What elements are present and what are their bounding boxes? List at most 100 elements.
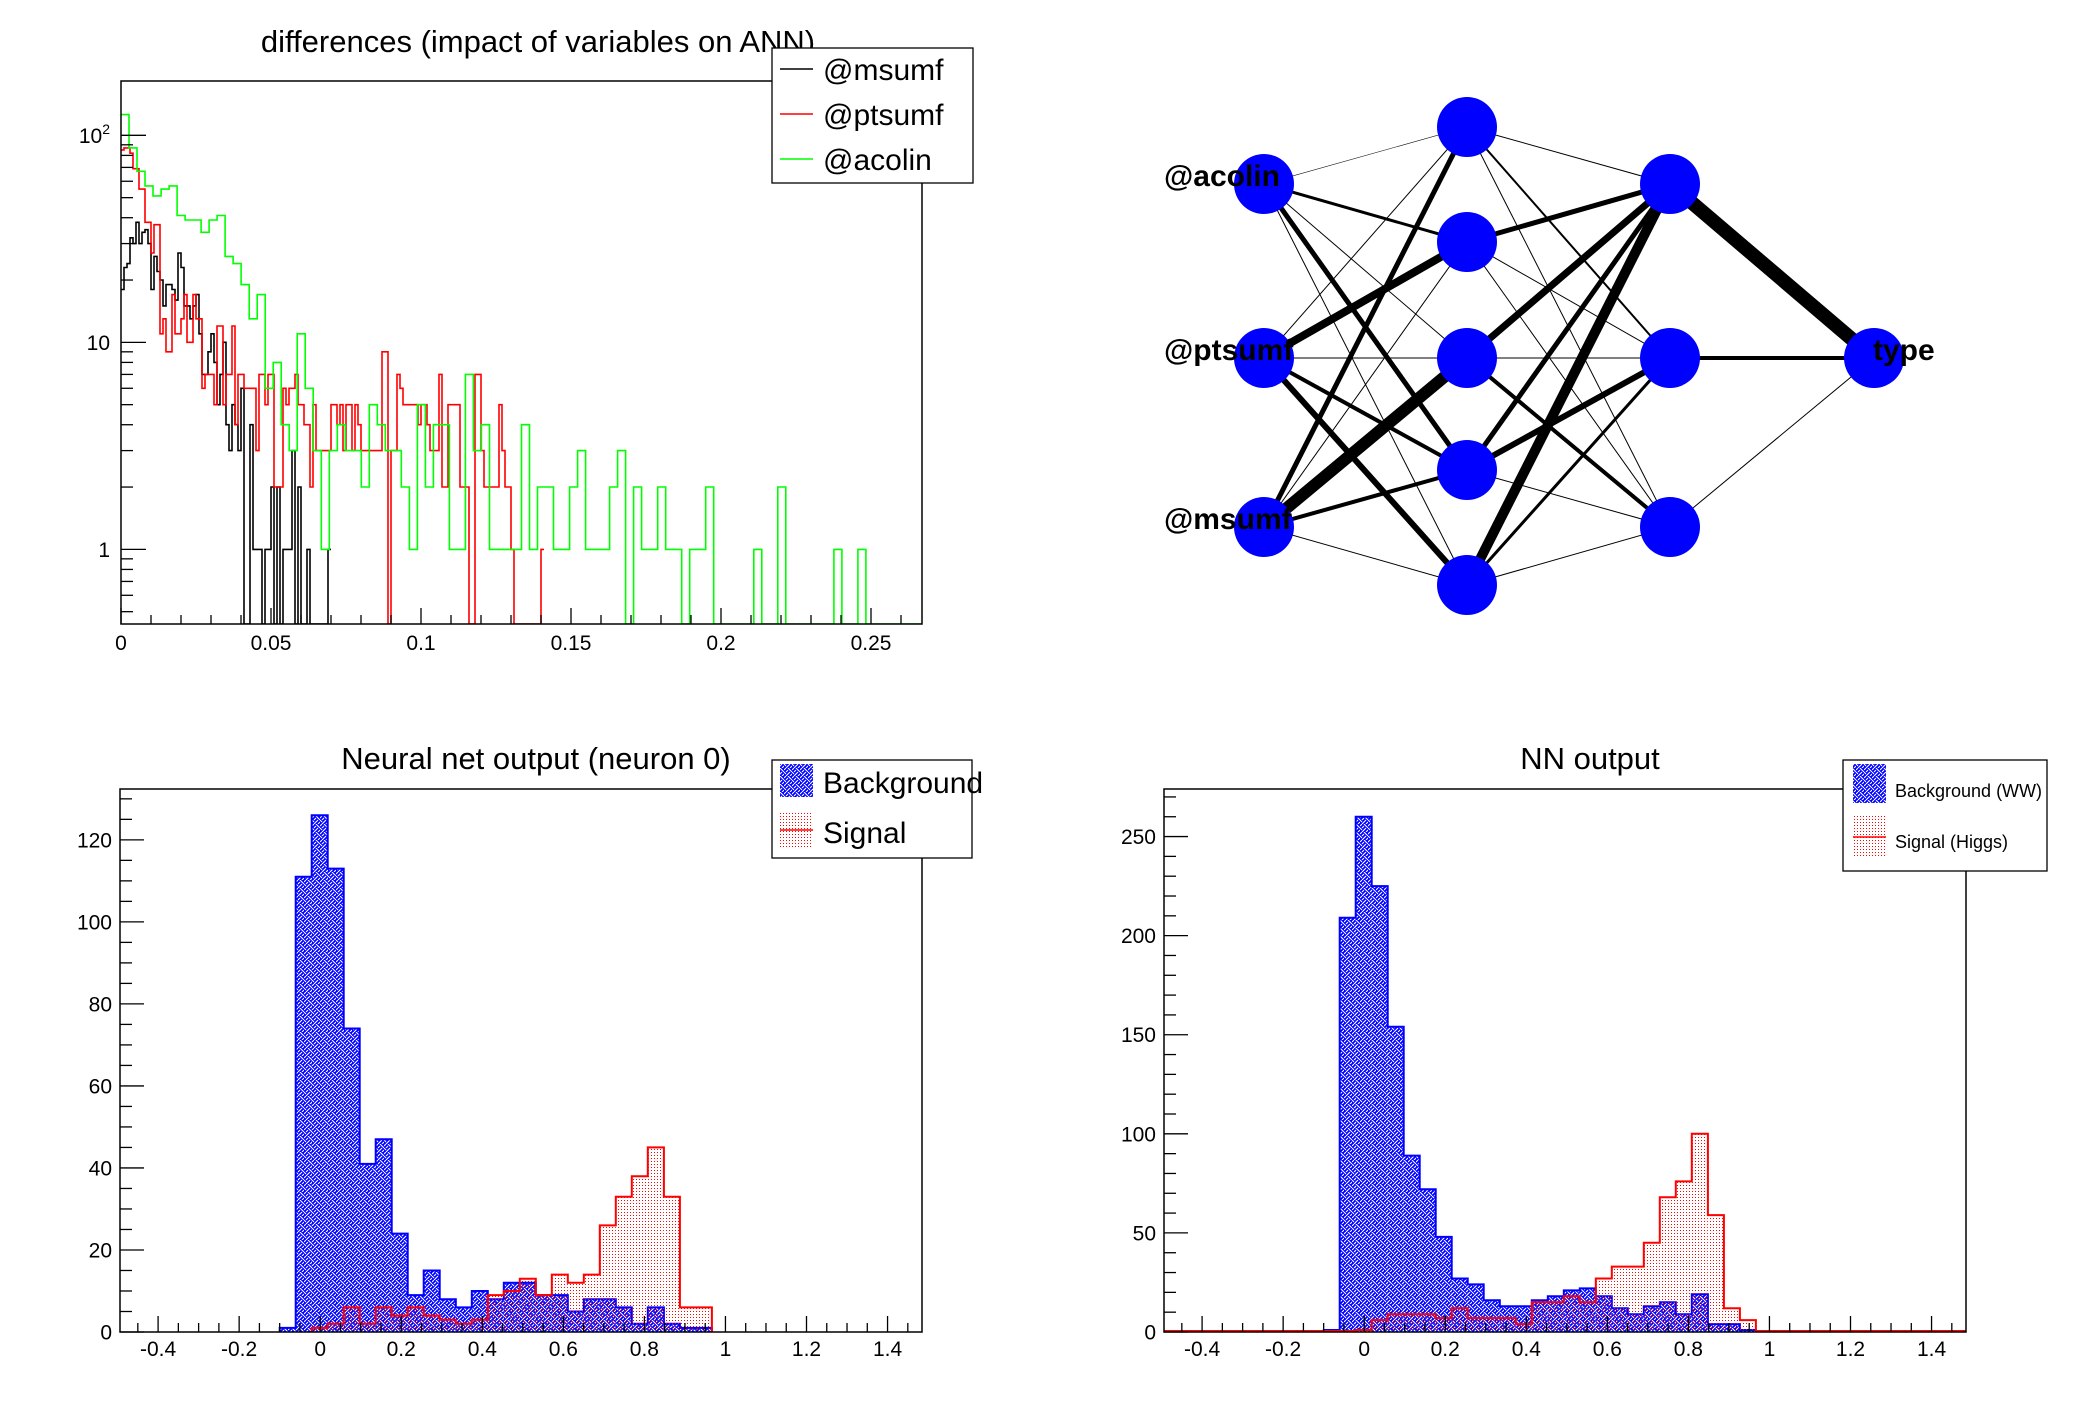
hidden1-node <box>1437 555 1497 615</box>
signal-bar <box>1595 1278 1612 1332</box>
hidden2-node <box>1640 154 1700 214</box>
legend-entry-ptsumf: @ptsumf <box>780 99 944 132</box>
y-tick-label: 40 <box>89 1158 112 1181</box>
network-edge <box>1466 526 1671 586</box>
x-tick-label: 0.4 <box>1512 1338 1542 1361</box>
differences-chart: differences (impact of variables on ANN)… <box>79 24 974 655</box>
network-edge <box>1263 183 1468 359</box>
legend-entry-background: Background <box>780 764 983 800</box>
x-tick-label: 1 <box>720 1338 732 1361</box>
signal-bar <box>1467 1318 1484 1332</box>
network-edge <box>1464 182 1673 472</box>
signal-bar <box>663 1196 680 1332</box>
legend-fill-swatch <box>780 764 813 797</box>
legend-entry-signal: Signal (Higgs) <box>1853 816 2008 858</box>
chart-title: NN output <box>1520 741 1660 776</box>
network-edge <box>1263 526 1468 586</box>
x-tick-label: 0.6 <box>1593 1338 1622 1361</box>
x-tick-label: 0.05 <box>251 632 292 655</box>
signal-bar <box>567 1282 584 1332</box>
y-tick-label: 1 <box>98 539 110 562</box>
hidden1-node <box>1437 97 1497 157</box>
signal-bar <box>1675 1181 1692 1332</box>
hidden2-node <box>1640 328 1700 388</box>
background-bar <box>1403 1155 1420 1332</box>
x-tick-label: 0.6 <box>549 1338 578 1361</box>
network-edge <box>1263 182 1468 244</box>
network-edge <box>1263 241 1468 528</box>
signal-bar <box>1691 1133 1708 1332</box>
legend-label: Background (WW) <box>1895 781 2042 801</box>
y-tick-label-base: 1 <box>98 539 110 562</box>
signal-bar <box>1531 1302 1548 1332</box>
network-edge <box>1464 181 1673 361</box>
y-tick-label-base: 150 <box>1121 1024 1156 1047</box>
background-bar <box>311 815 328 1332</box>
y-tick-label: 0 <box>1144 1322 1156 1345</box>
nn-output-chart: NN output -0.4 -0.2 0 0.2 0.4 0.6 0.8 1 1.2 1.4 0 50… <box>1121 741 2048 1361</box>
legend: @msumf @ptsumf @acolin <box>771 47 974 184</box>
signal-bar <box>1627 1266 1644 1332</box>
x-tick-label: 0.2 <box>387 1338 416 1361</box>
y-tick-label: 60 <box>89 1075 112 1098</box>
y-tick-label-base: 120 <box>77 829 112 852</box>
y-tick-label-base: 250 <box>1121 826 1156 849</box>
legend-entry-acolin: @acolin <box>780 144 932 177</box>
input-node <box>1234 497 1294 557</box>
plot-frame <box>1163 788 1967 1333</box>
x-tick-label: -0.2 <box>221 1338 257 1361</box>
y-tick-label: 50 <box>1133 1222 1156 1245</box>
x-axis: -0.4 -0.2 0 0.2 0.4 0.6 0.8 1 1.2 1.4 <box>137 1316 909 1361</box>
background-bar <box>343 1028 360 1332</box>
signal-bar <box>1371 1320 1388 1332</box>
y-tick-label-exponent: 2 <box>102 121 110 137</box>
signal-bar <box>423 1315 440 1332</box>
signal-bar <box>1563 1296 1580 1332</box>
x-tick-label: 0.15 <box>551 632 592 655</box>
x-tick-label: 1.4 <box>873 1338 903 1361</box>
y-tick-label: 120 <box>77 829 112 852</box>
x-tick-label: 1.4 <box>1917 1338 1947 1361</box>
network-edge <box>1465 356 1672 529</box>
network-edge <box>1261 125 1470 529</box>
y-tick-label: 200 <box>1121 925 1156 948</box>
signal-bar <box>471 1319 488 1332</box>
legend-box <box>771 47 974 184</box>
hidden1-node <box>1437 440 1497 500</box>
signal-bar <box>359 1323 376 1332</box>
signal-bar <box>1387 1314 1404 1332</box>
x-tick-label: -0.4 <box>1184 1338 1221 1361</box>
x-tick-label: 0.25 <box>851 632 892 655</box>
signal-bar <box>1435 1318 1452 1332</box>
signal-bar <box>631 1176 648 1332</box>
network-edge <box>1665 178 1879 364</box>
y-tick-label-base: 50 <box>1133 1222 1156 1245</box>
input-node <box>1234 154 1294 214</box>
legend-entry-msumf: @msumf <box>780 54 944 87</box>
signal-bar <box>487 1295 504 1332</box>
network-edge <box>1669 357 1875 528</box>
network-edges <box>1260 125 1879 588</box>
legend-fill-swatch <box>1853 764 1886 803</box>
legend-label: @msumf <box>823 54 944 87</box>
legend-label: Signal (Higgs) <box>1895 832 2008 852</box>
network-edge <box>1263 468 1468 529</box>
y-tick-label-base: 0 <box>1144 1322 1156 1345</box>
signal-bar <box>599 1225 616 1332</box>
signal-bar <box>1403 1314 1420 1332</box>
x-tick-label: 0.2 <box>706 632 735 655</box>
hidden2-node <box>1640 497 1700 557</box>
signal-bar <box>503 1291 520 1332</box>
signal-bar <box>679 1307 696 1332</box>
signal-bar <box>535 1295 552 1332</box>
background-bar <box>391 1233 408 1332</box>
signal-bar <box>551 1274 568 1332</box>
x-tick-label: 1.2 <box>792 1338 821 1361</box>
signal-bar <box>1739 1320 1756 1332</box>
network-edge <box>1466 126 1671 359</box>
y-tick-label-base: 10 <box>79 125 102 148</box>
y-tick-label-base: 60 <box>89 1075 112 1098</box>
network-edge <box>1263 126 1468 359</box>
